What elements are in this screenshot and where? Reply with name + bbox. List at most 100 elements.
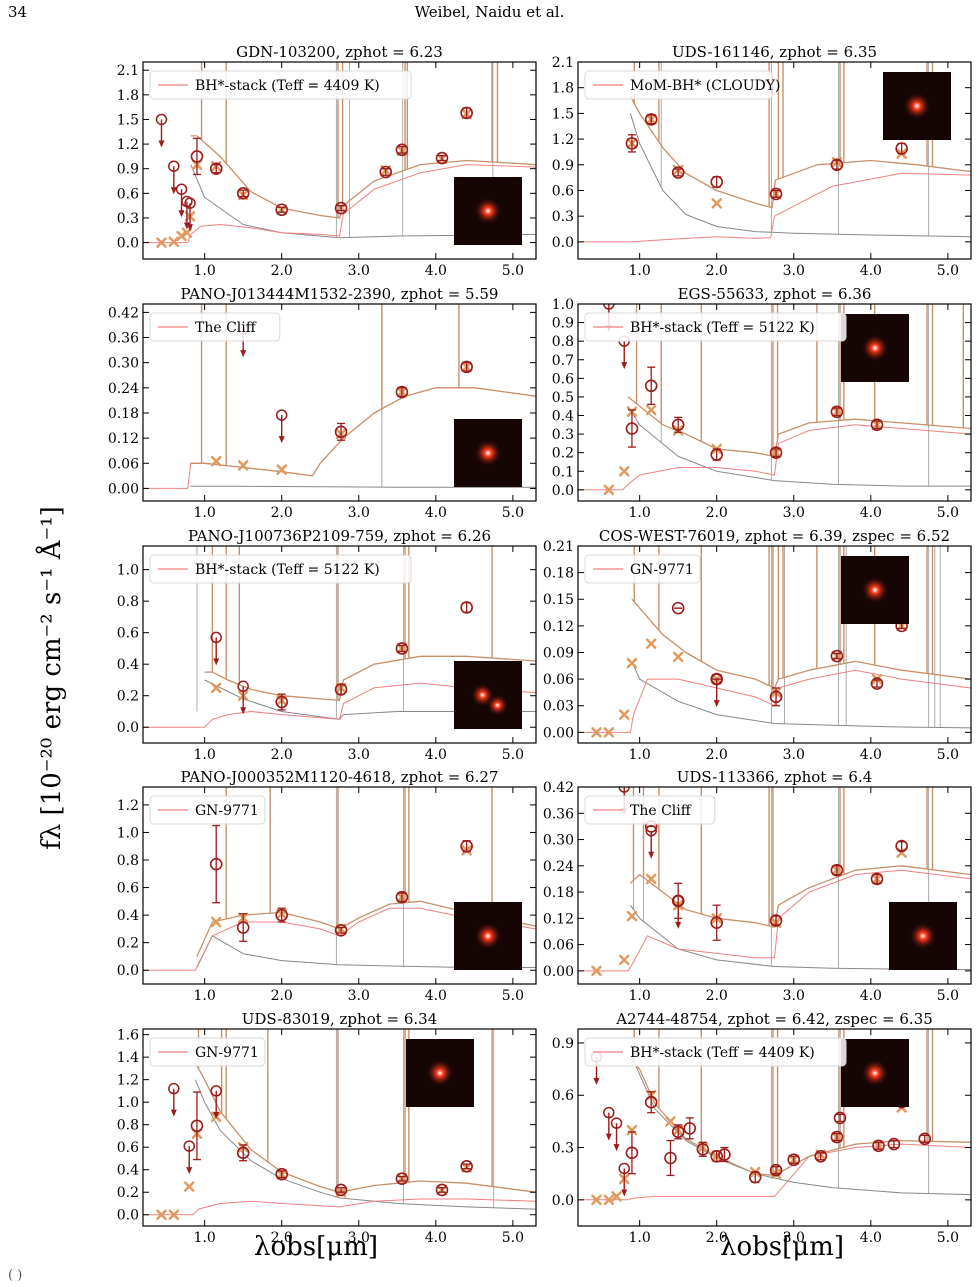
- y-tick-label: 1.2: [552, 132, 574, 148]
- upper-limit-arrow-head: [278, 436, 285, 444]
- y-tick-label: 0.3: [117, 211, 139, 227]
- upper-limit-arrow-head: [621, 1189, 628, 1197]
- y-axis-label-wrap: fλ [10⁻²⁰ erg cm⁻² s⁻¹ Å⁻¹]: [22, 478, 82, 878]
- legend: The Cliff: [149, 312, 281, 342]
- x-tick-label: 1.0: [629, 263, 651, 279]
- model-photometry-point: [603, 484, 615, 496]
- photometry-point: [769, 914, 783, 927]
- upper-limit-arrow-head: [648, 851, 655, 859]
- photometry-point: [435, 151, 449, 165]
- y-tick-label: 0.18: [108, 406, 139, 422]
- x-tick-label: 5.0: [502, 988, 524, 1004]
- panel-COS-WEST-76019: COS-WEST-76019, zphot = 6.39, zspec = 6.…: [543, 527, 972, 763]
- panel-PANO-J100736P2109-759: PANO-J100736P2109-759, zphot = 6.26 BH*-s…: [117, 527, 537, 763]
- photometry-point: [395, 143, 409, 157]
- model-tan-line: [190, 135, 536, 219]
- legend: BH*-stack (Teff = 4409 K): [584, 1037, 847, 1067]
- y-tick-label: 0.24: [108, 381, 139, 397]
- photometry-point: [664, 1151, 677, 1165]
- y-tick-label: 1.5: [552, 106, 574, 122]
- y-tick-label: 0.3: [552, 1141, 574, 1157]
- x-tick-label: 4.0: [425, 1230, 447, 1246]
- model-photometry-point: [183, 1181, 195, 1192]
- cutout-source: [474, 922, 502, 950]
- cutout-source: [861, 334, 889, 362]
- x-tick-label: 5.0: [502, 747, 524, 763]
- x-tick-label: 5.0: [937, 505, 959, 521]
- panel-UDS-161146: UDS-161146, zphot = 6.35 MoM-BH* (CLOUDY)…: [552, 43, 972, 279]
- y-tick-label: 0.12: [108, 431, 139, 447]
- legend-box: [149, 795, 266, 825]
- axes-frame: [142, 303, 537, 502]
- panel-title: UDS-161146, zphot = 6.35: [672, 43, 877, 61]
- photometry-point: [395, 642, 409, 655]
- legend-box: [584, 795, 716, 825]
- photometry-point: [769, 446, 783, 459]
- y-tick-label: 0.6: [552, 1088, 574, 1104]
- axes-frame: [577, 61, 972, 260]
- x-tick-label: 1.0: [629, 505, 651, 521]
- x-tick-label: 4.0: [860, 747, 882, 763]
- panel-title: EGS-55633, zphot = 6.36: [678, 285, 872, 303]
- y-tick-label: 0.12: [543, 911, 574, 927]
- x-tick-label: 2.0: [706, 505, 728, 521]
- y-tick-label: 0.30: [543, 833, 574, 849]
- y-tick-label: 0.2: [552, 446, 574, 462]
- photometry-point: [644, 113, 658, 126]
- model-red-line: [578, 172, 971, 243]
- photometry-point: [379, 165, 393, 179]
- model-photometry-point: [603, 1194, 615, 1206]
- y-tick-label: 0.2: [117, 1185, 139, 1201]
- y-tick-label: 1.6: [117, 1028, 139, 1044]
- photometry-point: [190, 1119, 204, 1133]
- model-red-line: [143, 907, 536, 971]
- panel-title: UDS-83019, zphot = 6.34: [242, 1010, 438, 1028]
- x-tick-label: 5.0: [502, 505, 524, 521]
- x-tick-label: 4.0: [860, 1230, 882, 1246]
- panel-title: COS-WEST-76019, zphot = 6.39, zspec = 6.…: [599, 527, 950, 545]
- model-photometry-point: [618, 954, 630, 966]
- y-tick-label: 0.4: [552, 409, 574, 425]
- legend-box: [149, 70, 412, 100]
- panel-PANO-J013444M1532-2390: PANO-J013444M1532-2390, zphot = 5.59 The …: [108, 285, 537, 521]
- legend: MoM-BH* (CLOUDY): [584, 70, 780, 100]
- legend-box: [584, 312, 847, 342]
- model-tan-line: [631, 598, 971, 689]
- model-photometry-point: [168, 236, 180, 248]
- photometry-point: [236, 1146, 250, 1160]
- y-tick-label: 1.0: [552, 297, 574, 313]
- axes-frame: [577, 545, 972, 744]
- x-tick-label: 2.0: [271, 263, 293, 279]
- y-tick-label: 1.5: [117, 112, 139, 128]
- photometry-point: [625, 1146, 639, 1160]
- photometry-point: [644, 1095, 658, 1109]
- model-photometry-point: [626, 1124, 638, 1136]
- photometry-point: [395, 890, 409, 904]
- photometry-point: [830, 1130, 844, 1144]
- upper-limit-arrow-head: [240, 350, 247, 358]
- y-tick-label: 0.6: [117, 881, 139, 897]
- y-tick-label: 0.1: [552, 464, 574, 480]
- photometry-point: [395, 385, 409, 399]
- x-tick-label: 2.0: [706, 988, 728, 1004]
- panel-title: PANO-J000352M1120-4618, zphot = 6.27: [181, 768, 499, 786]
- y-tick-label: 0.9: [552, 158, 574, 174]
- panel-EGS-55633: EGS-55633, zphot = 6.36 BH*-stack (Teff =…: [552, 285, 972, 521]
- legend-box: [149, 554, 412, 584]
- legend-box: [584, 554, 701, 584]
- y-tick-label: 0.9: [552, 316, 574, 332]
- legend-label: GN-9771: [630, 562, 694, 578]
- panel-A2744-48754: A2744-48754, zphot = 6.42, zspec = 6.35 B…: [552, 1010, 972, 1246]
- photometry-point: [209, 162, 223, 176]
- x-tick-label: 3.0: [348, 747, 370, 763]
- x-tick-label: 3.0: [783, 988, 805, 1004]
- y-tick-label: 0.0: [552, 235, 574, 251]
- upper-limit-arrow-head: [713, 700, 720, 708]
- y-tick-label: 0.09: [543, 645, 574, 661]
- legend-box: [149, 312, 281, 342]
- x-tick-label: 4.0: [425, 505, 447, 521]
- photometry-point: [718, 1148, 731, 1161]
- y-tick-label: 0.03: [543, 699, 574, 715]
- photometry-point: [625, 137, 639, 150]
- plot-area: [578, 304, 971, 496]
